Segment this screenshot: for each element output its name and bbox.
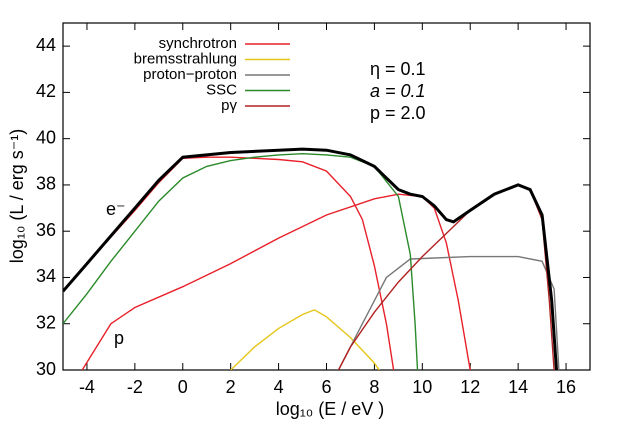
y-tick-label: 30 <box>36 359 56 379</box>
legend-label: bremsstrahlung <box>134 50 237 67</box>
y-tick-label: 44 <box>36 35 56 55</box>
x-tick-label: 10 <box>412 377 432 397</box>
x-tick-label: 16 <box>556 377 576 397</box>
x-tick-label: 12 <box>460 377 480 397</box>
x-tick-label: 0 <box>178 377 188 397</box>
legend-label: SSC <box>206 81 237 98</box>
annotation: p = 2.0 <box>370 103 426 123</box>
series-line <box>337 184 555 370</box>
legend-label: synchrotron <box>159 35 237 52</box>
x-tick-label: 6 <box>321 377 331 397</box>
x-tick-label: 8 <box>369 377 379 397</box>
series-line <box>63 152 419 370</box>
x-tick-label: -4 <box>79 377 95 397</box>
plot-frame <box>62 22 591 371</box>
x-tick-label: -2 <box>127 377 143 397</box>
series-line <box>337 255 560 370</box>
x-tick-label: 2 <box>226 377 236 397</box>
legend-label: pγ <box>221 97 237 114</box>
annotation: e⁻ <box>106 199 126 219</box>
y-tick-label: 36 <box>36 220 56 240</box>
legend-label: proton−proton <box>143 66 237 83</box>
y-axis-label: log₁₀ (L / erg s⁻¹) <box>7 129 27 263</box>
series-line <box>230 309 380 370</box>
y-tick-label: 32 <box>36 312 56 332</box>
y-tick-label: 42 <box>36 81 56 101</box>
annotation: η = 0.1 <box>370 59 426 79</box>
series-line <box>63 147 558 370</box>
y-tick-label: 40 <box>36 127 56 147</box>
x-tick-label: 14 <box>508 377 528 397</box>
annotation: a = 0.1 <box>370 81 426 101</box>
x-tick-label: 4 <box>274 377 284 397</box>
y-tick-label: 38 <box>36 174 56 194</box>
y-tick-label: 34 <box>36 266 56 286</box>
x-axis-label: log₁₀ (E / eV ) <box>276 399 385 419</box>
annotation: p <box>114 328 124 348</box>
